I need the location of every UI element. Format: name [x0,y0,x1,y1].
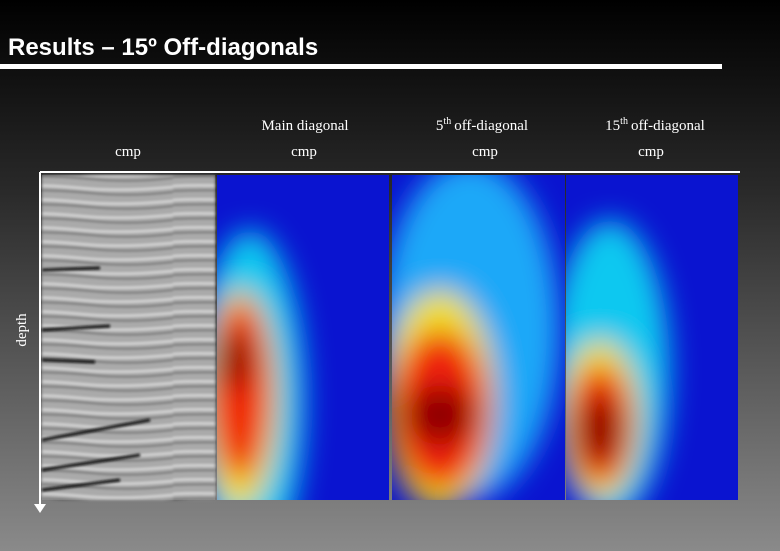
heading-text: off-diagonal [454,118,528,134]
x-label: cmp [291,144,317,160]
x-label: cmp [472,144,498,160]
heading-number: 5 [436,118,444,134]
panel-heading: Main diagonal [261,118,348,134]
heatmap-15th [566,175,738,500]
x-label: cmp [638,144,664,160]
x-label: cmp [115,144,141,160]
heading-number: 15 [605,118,620,134]
heatmap-5th [392,175,565,500]
title-underline [0,64,722,69]
heatmap-main [217,175,389,500]
panel-heading: 15th off-diagonal [605,116,705,134]
heading-text: off-diagonal [631,118,705,134]
seismic-image [41,175,215,500]
heading-superscript: th [620,116,628,127]
depth-arrow [34,504,46,513]
heading-superscript: th [443,116,451,127]
panel-heading: 5th off-diagonal [436,116,528,134]
depth-label: depth [14,313,30,347]
slide-title: Results – 15º Off-diagonals [8,34,318,61]
